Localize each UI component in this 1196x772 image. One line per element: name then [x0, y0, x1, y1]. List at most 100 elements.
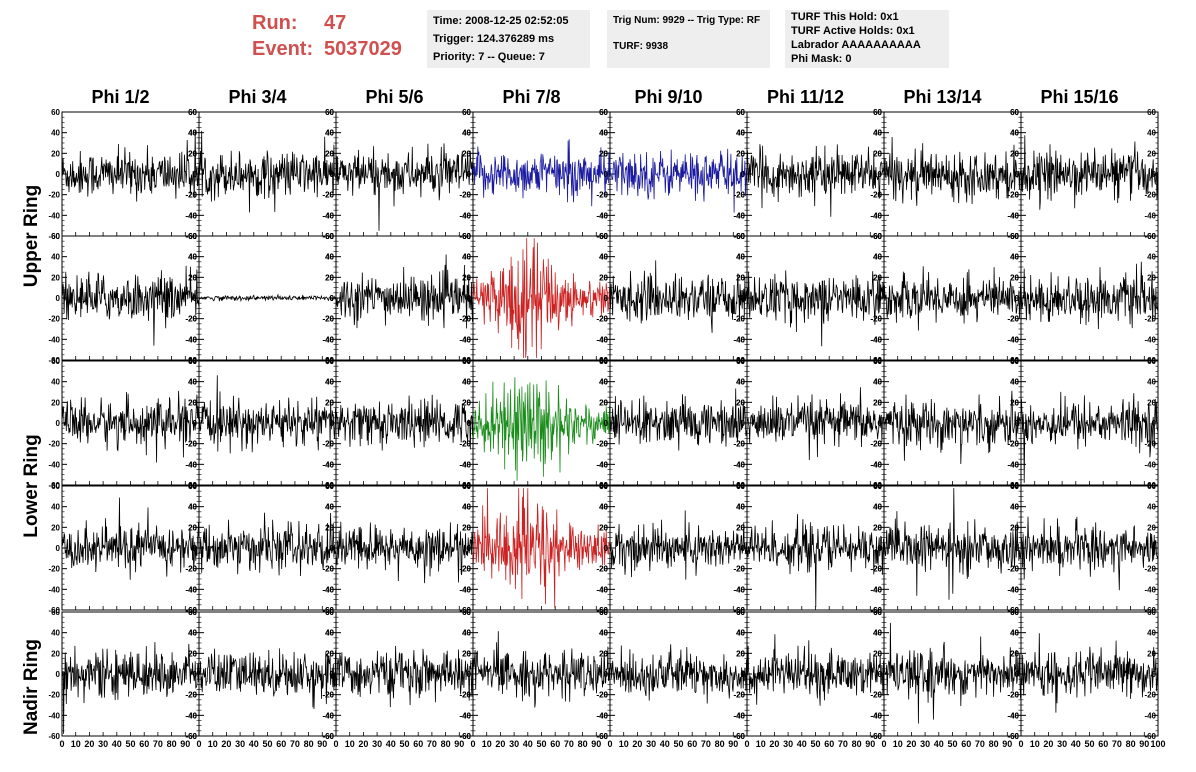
y-tick-label: 0 — [1152, 670, 1157, 679]
y-tick-label: 60 — [599, 232, 608, 241]
x-tick-label: 80 — [304, 739, 314, 749]
y-tick-label: 60 — [873, 232, 882, 241]
waveform-trace — [746, 387, 885, 461]
y-tick-label: 20 — [51, 398, 60, 407]
x-tick-label: 40 — [386, 739, 396, 749]
y-tick-label: -20 — [596, 565, 608, 574]
x-tick-label: 0 — [881, 739, 886, 749]
y-tick-label: -20 — [322, 191, 334, 200]
y-tick-label: 60 — [462, 357, 471, 366]
waveform-trace — [883, 266, 1022, 331]
y-tick-label: -20 — [322, 315, 334, 324]
y-tick-label: 0 — [56, 294, 61, 303]
y-tick-label: 40 — [736, 378, 745, 387]
y-tick-label: -60 — [48, 606, 60, 615]
y-tick-label: -40 — [459, 460, 471, 469]
y-tick-label: -60 — [870, 606, 882, 615]
y-tick-label: 20 — [325, 523, 334, 532]
y-tick-label: 40 — [51, 378, 60, 387]
x-tick-label: 50 — [1084, 739, 1094, 749]
y-tick-label: 60 — [325, 357, 334, 366]
y-tick-label: -40 — [733, 335, 745, 344]
waveform-trace — [883, 390, 1022, 465]
priority-text: Priority: 7 -- Queue: 7 — [433, 51, 545, 63]
y-tick-label: 20 — [736, 398, 745, 407]
y-tick-label: 20 — [325, 398, 334, 407]
y-tick-label: 40 — [599, 253, 608, 262]
y-tick-label: 20 — [1010, 273, 1019, 282]
y-tick-label: 60 — [462, 232, 471, 241]
x-tick-label: 60 — [1098, 739, 1108, 749]
x-tick-label: 0 — [333, 739, 338, 749]
y-tick-label: 0 — [741, 670, 746, 679]
x-tick-label: 30 — [509, 739, 519, 749]
x-tick-label: 50 — [673, 739, 683, 749]
waveform-trace — [198, 512, 337, 577]
y-tick-label: -40 — [596, 460, 608, 469]
y-tick-label: -20 — [733, 191, 745, 200]
x-tick-label: 60 — [824, 739, 834, 749]
x-tick-label: 30 — [920, 739, 930, 749]
y-tick-label: 60 — [188, 108, 197, 117]
y-tick-label: -20 — [48, 565, 60, 574]
run-value: 47 — [324, 12, 347, 34]
y-tick-label: 40 — [325, 129, 334, 138]
y-tick-label: 60 — [599, 608, 608, 617]
x-tick-label: 40 — [797, 739, 807, 749]
y-tick-label: 60 — [599, 357, 608, 366]
y-tick-label: 40 — [462, 629, 471, 638]
x-tick-label: 60 — [687, 739, 697, 749]
y-tick-label: -40 — [322, 335, 334, 344]
x-tick-label: 40 — [112, 739, 122, 749]
waveform-trace — [1020, 633, 1159, 713]
y-tick-label: 20 — [462, 398, 471, 407]
waveform-trace — [198, 130, 337, 213]
x-tick-label: 10 — [1030, 739, 1040, 749]
y-tick-label: -40 — [185, 211, 197, 220]
y-tick-label: 20 — [51, 273, 60, 282]
y-tick-label: -60 — [459, 732, 471, 741]
y-tick-label: -20 — [870, 315, 882, 324]
y-tick-label: -40 — [322, 211, 334, 220]
y-tick-label: 60 — [462, 608, 471, 617]
y-tick-label: 40 — [462, 129, 471, 138]
y-tick-label: 0 — [56, 544, 61, 553]
y-tick-label: -40 — [1007, 711, 1019, 720]
y-tick-label: 40 — [736, 129, 745, 138]
y-tick-label: -40 — [185, 585, 197, 594]
x-tick-label: 80 — [578, 739, 588, 749]
y-tick-label: -40 — [870, 585, 882, 594]
y-tick-label: -40 — [459, 711, 471, 720]
y-tick-label: 0 — [604, 544, 609, 553]
y-tick-label: 40 — [599, 129, 608, 138]
y-tick-label: 0 — [330, 544, 335, 553]
y-tick-label: 60 — [188, 357, 197, 366]
y-tick-label: -20 — [459, 191, 471, 200]
y-tick-label: 20 — [1147, 149, 1156, 158]
y-tick-label: 20 — [736, 523, 745, 532]
y-tick-label: -40 — [459, 460, 471, 469]
y-tick-label: 60 — [873, 357, 882, 366]
x-tick-label: 70 — [975, 739, 985, 749]
col-header-phi-3-4: Phi 3/4 — [228, 87, 287, 107]
y-tick-label: 40 — [599, 253, 608, 262]
panel-frame — [1020, 485, 1159, 611]
y-tick-label: -40 — [733, 585, 745, 594]
y-tick-label: 0 — [193, 170, 198, 179]
y-tick-label: -60 — [1007, 732, 1019, 741]
y-tick-label: 60 — [873, 608, 882, 617]
y-tick-label: -60 — [596, 606, 608, 615]
y-tick-label: -60 — [459, 606, 471, 615]
y-tick-label: 40 — [599, 129, 608, 138]
y-tick-label: 60 — [1147, 357, 1156, 366]
y-tick-label: 40 — [188, 503, 197, 512]
y-tick-label: 0 — [1015, 294, 1020, 303]
x-tick-label: 40 — [660, 739, 670, 749]
y-tick-label: 20 — [462, 649, 471, 658]
waveform-trace — [335, 645, 474, 708]
waveform-trace — [746, 144, 885, 217]
y-tick-label: 60 — [51, 608, 60, 617]
